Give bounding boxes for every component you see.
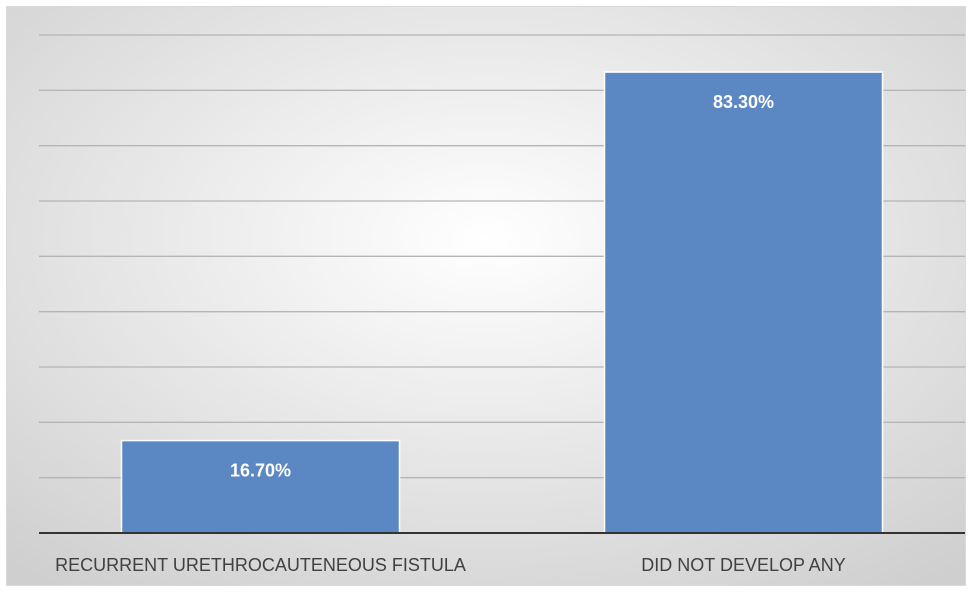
- chart-frame: 16.70% 83.30% RECURRENT URETHROCAUTENEOUS…: [6, 6, 966, 586]
- bar-2: [603, 71, 884, 534]
- data-label-1: 16.70%: [230, 461, 291, 481]
- category-label-2: DID NOT DEVELOP ANY: [641, 555, 845, 575]
- bar-chart: 16.70% 83.30% RECURRENT URETHROCAUTENEOUS…: [7, 7, 965, 585]
- category-label-1: RECURRENT URETHROCAUTENEOUS FISTULA: [55, 555, 466, 575]
- data-label-2: 83.30%: [713, 92, 774, 112]
- bars: 16.70% 83.30%: [120, 71, 884, 534]
- bar-1: [120, 439, 401, 534]
- category-labels: RECURRENT URETHROCAUTENEOUS FISTULA DID N…: [55, 555, 846, 575]
